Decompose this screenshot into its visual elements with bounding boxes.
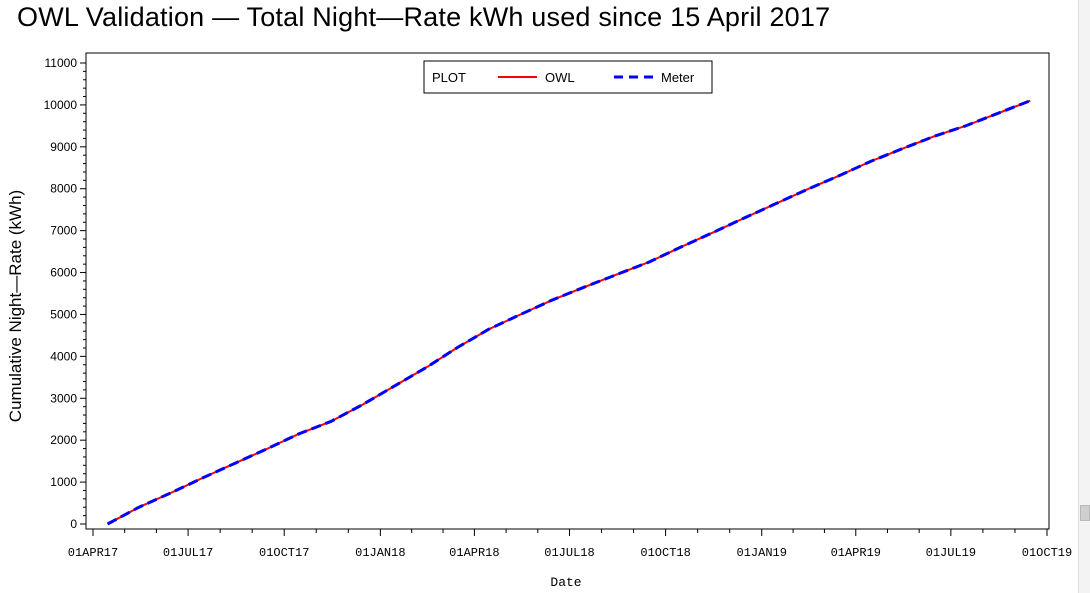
y-tick-label: 5000	[50, 307, 77, 321]
legend-owl-label: OWL	[545, 70, 575, 85]
x-tick-label: 01JAN18	[355, 546, 405, 560]
x-tick-label: 01JAN19	[737, 546, 787, 560]
x-tick-label: 01APR17	[68, 546, 118, 560]
x-tick-label: 01OCT17	[259, 546, 309, 560]
x-tick-label: 01JUL17	[163, 546, 213, 560]
series-line-meter	[106, 99, 1031, 526]
x-tick-label: 01OCT19	[1022, 546, 1072, 560]
legend-meter-label: Meter	[661, 70, 695, 85]
series-layer	[106, 99, 1031, 526]
x-tick-label: 01OCT18	[640, 546, 690, 560]
y-tick-label: 1000	[50, 475, 77, 489]
plot-frame	[85, 52, 1050, 530]
legend-title: PLOT	[432, 70, 466, 85]
y-tick-label: 3000	[50, 391, 77, 405]
y-tick-label: 2000	[50, 433, 77, 447]
x-tick-label: 01APR19	[831, 546, 881, 560]
y-tick-label: 6000	[50, 266, 77, 280]
y-axis-label: Cumulative Night—Rate (kWh)	[6, 190, 25, 422]
x-axis-label: Date	[550, 575, 581, 590]
x-tick-label: 01JUL18	[544, 546, 594, 560]
y-tick-label: 4000	[50, 349, 77, 363]
y-axis: 0 1000 2000 3000 4000 5000 6000 7000 8000 9000 100…	[44, 56, 86, 531]
legend-box	[423, 60, 713, 94]
chart-title: OWL Validation — Total Night—Rate kWh us…	[17, 2, 831, 32]
y-tick-label: 0	[70, 517, 77, 531]
legend: PLOT OWL Meter	[423, 60, 713, 94]
vertical-scrollbar[interactable]	[1078, 0, 1090, 593]
y-tick-label: 7000	[50, 224, 77, 238]
y-tick-label: 11000	[45, 56, 78, 70]
scrollbar-thumb[interactable]	[1080, 505, 1090, 521]
x-axis: 01APR17 01JUL17 01OCT17 01JAN18 01APR18 01JUL…	[68, 529, 1072, 560]
x-tick-label: 01APR18	[449, 546, 499, 560]
x-tick-label: 01JUL19	[926, 546, 976, 560]
y-tick-label: 10000	[44, 98, 78, 112]
y-tick-label: 9000	[50, 140, 77, 154]
y-tick-label: 8000	[50, 182, 77, 196]
